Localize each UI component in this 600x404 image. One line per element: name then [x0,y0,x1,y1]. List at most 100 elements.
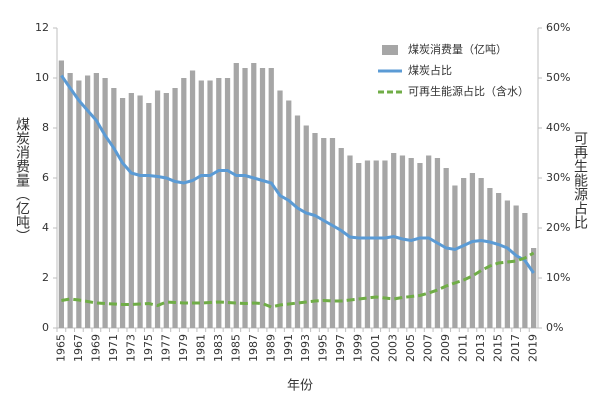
bar [373,160,379,328]
bar [277,90,283,328]
bar [338,148,344,328]
x-tick-label: 1971 [107,334,120,362]
y-tick-label: 4 [42,221,49,234]
y-tick-label: 0 [42,321,49,334]
y-tick-label: 8 [42,121,49,134]
y2-tick-label: 50% [546,71,570,84]
bar [268,68,274,328]
bar [111,88,117,328]
legend-label: 可再生能源占比（含水） [408,84,529,98]
bar [321,138,327,328]
x-tick-label: 2015 [492,334,505,362]
bar [312,133,318,328]
x-tick-label: 1977 [159,334,172,362]
x-tick-label: 1983 [212,334,225,362]
legend-swatch [382,45,398,55]
x-tick-label: 1965 [54,334,67,362]
bar [119,98,126,328]
bar [128,93,134,328]
bar [259,68,266,328]
bar [426,155,432,328]
y2-tick-label: 10% [546,271,570,284]
bar [172,88,178,328]
bar [93,73,99,328]
x-tick-label: 1997 [334,334,347,362]
y-axis-title: 煤炭消费量（亿吨） [14,117,30,243]
x-tick-label: 2019 [527,334,540,362]
bar [181,78,187,328]
bar [347,155,353,328]
bar [58,60,64,328]
bar [251,63,257,328]
x-tick-label: 2017 [509,334,522,362]
x-tick-label: 1991 [282,334,295,362]
y2-tick-label: 30% [546,171,570,184]
bar [461,178,467,328]
x-tick-label: 1987 [247,334,260,362]
x-tick-label: 1993 [299,334,312,362]
bar [504,200,511,328]
y-tick-label: 2 [42,271,49,284]
bar [224,78,231,328]
bar [198,80,204,328]
bar [417,163,423,328]
bar [496,193,502,328]
bar [102,78,108,328]
x-tick-label: 2007 [422,334,435,362]
y-tick-label: 10 [35,71,49,84]
bar [399,155,406,328]
x-tick-label: 1975 [142,334,155,362]
bar [364,160,371,328]
bar [452,185,458,328]
bar [487,188,493,328]
bar [522,213,528,328]
x-tick-label: 1967 [72,334,85,362]
x-tick-label: 1985 [229,334,242,362]
bar [391,153,397,328]
bar [329,138,336,328]
bar [84,75,91,328]
bar [356,163,362,328]
bar [294,115,301,328]
y-tick-label: 12 [35,21,49,34]
legend-label: 煤炭消费量（亿吨） [408,42,507,56]
x-tick-label: 1989 [264,334,277,362]
bar [286,100,292,328]
y2-tick-label: 20% [546,221,570,234]
x-tick-label: 2003 [387,334,400,362]
x-tick-label: 1973 [124,334,137,362]
x-tick-label: 2001 [369,334,382,362]
bar [469,173,476,328]
bar [163,93,169,328]
line [61,251,535,309]
bar [216,78,222,328]
bar [478,178,484,328]
bar [154,90,161,328]
bar [76,80,82,328]
bar [137,95,143,328]
bar [408,158,414,328]
line [60,74,535,274]
bar [513,205,519,328]
legend-label: 煤炭占比 [408,63,452,77]
x-tick-label: 1981 [194,334,207,362]
y2-axis-title: 可再生能源占比 [572,131,588,229]
x-tick-label: 1969 [89,334,102,362]
bar [242,68,248,328]
bar [382,160,388,328]
bar [146,103,152,328]
bar [189,70,196,328]
y-tick-label: 6 [42,171,49,184]
x-tick-label: 2009 [439,334,452,362]
x-axis-title: 年份 [287,379,313,394]
x-tick-label: 2013 [474,334,487,362]
bar [531,248,537,328]
bar [233,63,239,328]
x-tick-label: 1979 [177,334,190,362]
y2-tick-label: 40% [546,121,570,134]
y2-tick-label: 0% [546,321,563,334]
y2-tick-label: 60% [546,21,570,34]
bar [303,125,309,328]
x-tick-label: 1995 [317,334,330,362]
